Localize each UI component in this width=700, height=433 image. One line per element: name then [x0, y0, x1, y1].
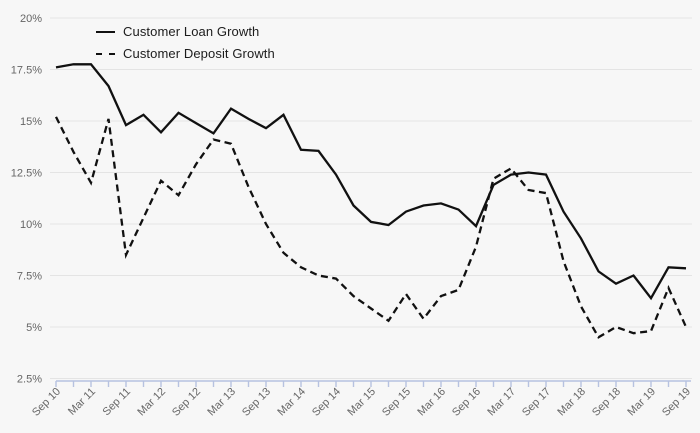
y-axis-tick-label: 7.5% [17, 271, 42, 283]
x-axis-tick-label: Sep 10 [30, 386, 63, 419]
legend-item-loan-growth[interactable]: Customer Loan Growth [96, 25, 275, 38]
x-axis-tick-label: Sep 16 [450, 386, 483, 419]
legend-item-deposit-growth[interactable]: Customer Deposit Growth [96, 47, 275, 60]
x-axis-tick-label: Sep 15 [380, 386, 413, 419]
x-axis-tick-label: Sep 17 [520, 386, 553, 419]
dashed-line-swatch-icon [96, 52, 115, 55]
x-axis-tick-label: Mar 16 [415, 386, 448, 419]
series-lines [54, 63, 688, 339]
x-axis-tick-label: Mar 19 [625, 386, 658, 419]
legend-label-deposit-growth: Customer Deposit Growth [123, 46, 275, 61]
legend: Customer Loan Growth Customer Deposit Gr… [96, 25, 275, 60]
x-axis [55, 380, 691, 387]
y-axis-tick-label: 17.5% [11, 65, 42, 77]
x-axis-tick-label: Mar 14 [275, 386, 308, 419]
y-gridlines [50, 17, 692, 379]
x-axis-labels: Sep 10 Mar 11 Sep 11 Mar 12 Sep 12 Mar 13 Sep … [30, 386, 693, 419]
solid-line-swatch-icon [96, 30, 115, 33]
x-axis-tick-label: Mar 17 [485, 386, 518, 419]
x-axis-tick-label: Mar 18 [555, 386, 588, 419]
x-axis-tick-label: Mar 12 [135, 386, 168, 419]
x-axis-tick-label: Sep 13 [240, 386, 273, 419]
x-axis-tick-label: Sep 12 [170, 386, 203, 419]
x-axis-tick-label: Sep 11 [101, 386, 134, 419]
deposit-growth-line [54, 116, 688, 339]
loan-growth-line [55, 63, 687, 301]
y-axis-tick-label: 5% [26, 322, 42, 334]
x-axis-tick-label: Mar 15 [345, 386, 378, 419]
y-axis-tick-label: 10% [20, 219, 42, 231]
x-axis-tick-label: Sep 14 [310, 386, 343, 419]
x-axis-tick-label: Sep 19 [660, 386, 693, 419]
x-axis-tick-label: Mar 11 [66, 386, 98, 418]
y-axis-tick-label: 2.5% [17, 374, 42, 386]
y-axis-tick-label: 20% [20, 13, 42, 25]
y-axis-tick-label: 12.5% [11, 168, 42, 180]
y-axis-labels: 20% 17.5% 15% 12.5% 10% 7.5% 5% 2.5% [11, 13, 42, 386]
x-axis-tick-label: Sep 18 [590, 386, 623, 419]
legend-label-loan-growth: Customer Loan Growth [123, 24, 260, 39]
x-axis-tick-label: Mar 13 [205, 386, 238, 419]
y-axis-tick-label: 15% [20, 116, 42, 128]
